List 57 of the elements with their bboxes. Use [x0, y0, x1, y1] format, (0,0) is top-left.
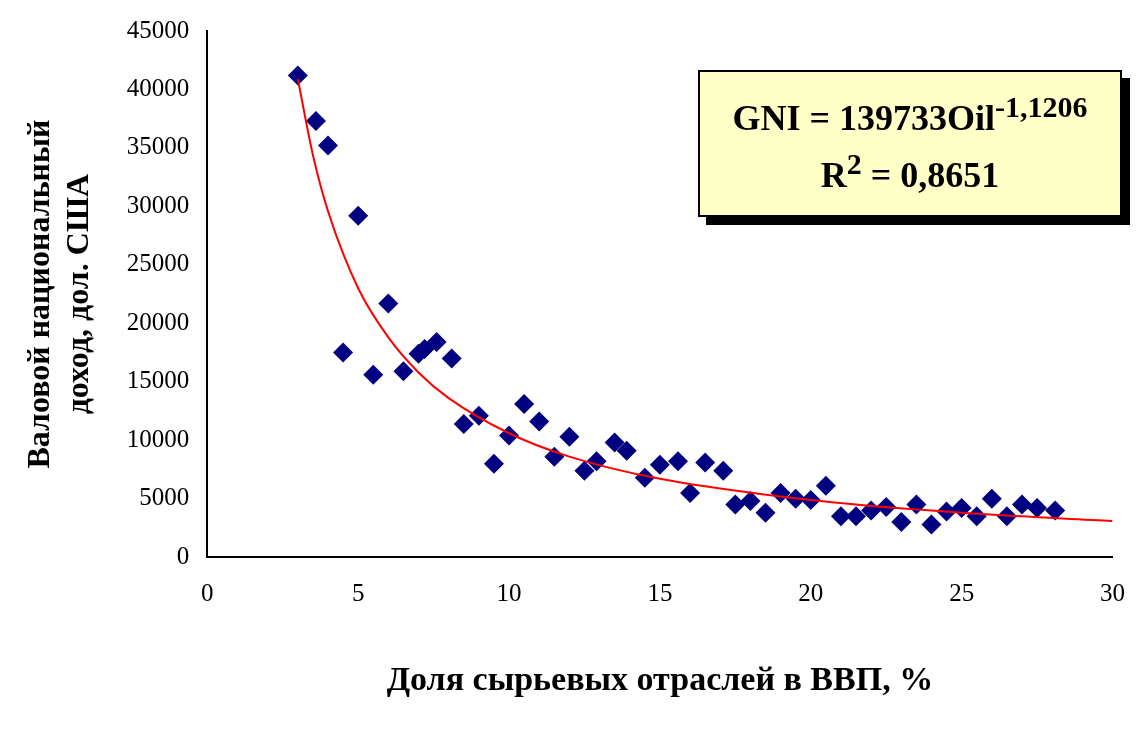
- point: [981, 488, 1002, 509]
- y-tick-label: 20000: [126, 307, 190, 335]
- point: [725, 494, 746, 515]
- x-tick-label: 25: [949, 578, 975, 606]
- point: [830, 506, 851, 527]
- point: [574, 460, 595, 481]
- y-tick-label: 0: [176, 541, 190, 569]
- annotation: GNI = 139733Oil$^{-1,1206}$: [731, 89, 1089, 140]
- point: [305, 111, 326, 132]
- point: [1045, 500, 1066, 521]
- point: [906, 494, 927, 515]
- y-tick-label: 15000: [126, 366, 190, 394]
- point: [921, 514, 942, 535]
- point: [891, 512, 912, 533]
- point: [514, 394, 535, 415]
- y-tick-label: 10000: [126, 424, 190, 452]
- point: [426, 332, 447, 353]
- x-tick-label: 15: [647, 578, 673, 606]
- point: [441, 348, 462, 369]
- point: [529, 411, 550, 432]
- point: [740, 491, 761, 512]
- point: [483, 453, 504, 474]
- point: [713, 460, 734, 481]
- x-tick-label: 20: [798, 578, 824, 606]
- y-axis-title: Валовой национальный доход, дол. США: [20, 119, 95, 469]
- x-axis-title: Доля сырьевых отраслей в ВВП, %: [386, 660, 934, 698]
- point: [649, 454, 670, 475]
- x-tick-label: 10: [496, 578, 522, 606]
- point: [815, 475, 836, 496]
- x-tick-label: 5: [351, 578, 365, 606]
- x-tick-label: 30: [1100, 578, 1125, 606]
- point: [393, 361, 414, 382]
- y-tick-label: 35000: [126, 132, 190, 160]
- point: [680, 482, 701, 503]
- point: [348, 205, 369, 226]
- point: [453, 413, 474, 434]
- point: [333, 342, 354, 363]
- annotation: R$^{2}$ = 0,8651: [819, 146, 1001, 198]
- point: [616, 440, 637, 461]
- point: [668, 451, 688, 472]
- y-tick-label: 5000: [139, 483, 190, 511]
- y-tick-label: 45000: [126, 15, 190, 43]
- point: [363, 364, 384, 385]
- y-tick-label: 40000: [126, 74, 190, 102]
- point: [1011, 494, 1032, 515]
- point: [287, 65, 308, 86]
- point: [604, 432, 625, 453]
- point: [1027, 498, 1048, 519]
- point: [559, 426, 580, 447]
- point: [846, 506, 867, 527]
- y-tick-label: 25000: [126, 249, 190, 277]
- point: [317, 135, 338, 156]
- x-tick-label: 0: [201, 578, 214, 606]
- point: [695, 452, 716, 473]
- point: [755, 502, 776, 523]
- point: [378, 293, 399, 314]
- y-tick-label: 30000: [126, 190, 190, 218]
